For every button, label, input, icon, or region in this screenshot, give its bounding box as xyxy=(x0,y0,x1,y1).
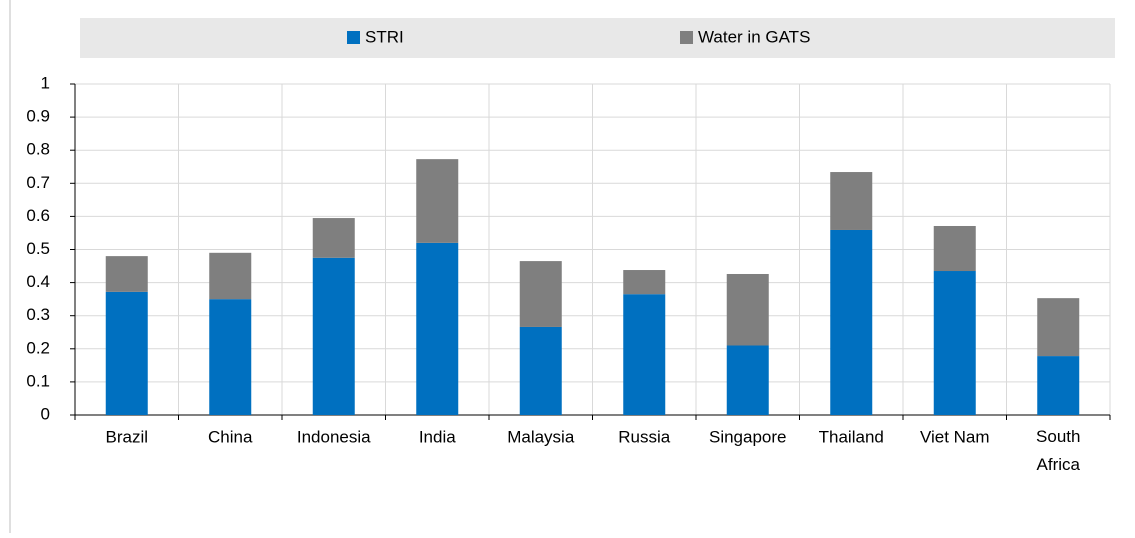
bar-segment xyxy=(312,257,355,415)
bar-segment xyxy=(623,294,666,415)
y-tick-label: 0.7 xyxy=(26,173,50,192)
legend-label: Water in GATS xyxy=(698,27,810,46)
y-tick-label: 0 xyxy=(41,404,50,423)
bar-segment xyxy=(830,172,873,230)
bar-segment xyxy=(830,229,873,415)
bar-segment xyxy=(1037,298,1080,357)
y-tick-label: 0.5 xyxy=(26,239,50,258)
x-tick-label: India xyxy=(419,427,456,446)
bar-segment xyxy=(933,271,976,415)
y-tick-label: 0.8 xyxy=(26,140,50,159)
x-tick-label: Malaysia xyxy=(507,427,575,446)
legend-swatch xyxy=(347,31,360,44)
y-tick-label: 0.3 xyxy=(26,305,50,324)
bar-segment xyxy=(416,242,459,415)
y-tick-label: 0.4 xyxy=(26,272,50,291)
x-tick-label: China xyxy=(208,427,253,446)
bar-segment xyxy=(1037,356,1080,415)
y-tick-label: 1 xyxy=(41,73,50,92)
x-tick-label: Russia xyxy=(618,427,671,446)
bar-segment xyxy=(726,273,769,346)
bar-segment xyxy=(209,252,252,300)
bar-segment xyxy=(519,261,562,327)
legend-label: STRI xyxy=(365,27,404,46)
bar-segment xyxy=(726,345,769,415)
x-tick-label: Singapore xyxy=(709,427,787,446)
x-tick-label: Indonesia xyxy=(297,427,371,446)
bar-segment xyxy=(105,256,148,292)
y-tick-label: 0.1 xyxy=(26,371,50,390)
y-tick-label: 0.6 xyxy=(26,206,50,225)
bar-segment xyxy=(623,270,666,295)
bar-segment xyxy=(312,218,355,258)
x-tick-label: Brazil xyxy=(105,427,148,446)
bar-segment xyxy=(416,159,459,243)
bar-segment xyxy=(105,291,148,415)
x-tick-label: Thailand xyxy=(819,427,884,446)
bar-segment xyxy=(933,225,976,272)
bar-segment xyxy=(519,326,562,415)
legend-box xyxy=(80,18,1115,58)
x-tick-label: South Africa xyxy=(1036,427,1080,474)
y-tick-label: 0.9 xyxy=(26,107,50,126)
legend-swatch xyxy=(680,31,693,44)
x-tick-label: Viet Nam xyxy=(920,427,990,446)
y-tick-label: 0.2 xyxy=(26,338,50,357)
bar-segment xyxy=(209,299,252,415)
